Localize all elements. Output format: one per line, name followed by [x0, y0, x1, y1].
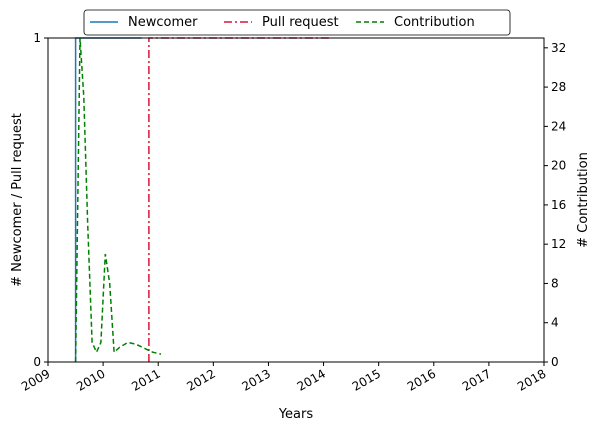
- x-tick-label: 2014: [295, 366, 328, 393]
- y-axis-left: 01: [33, 31, 48, 369]
- y-right-tick-label: 32: [551, 41, 566, 55]
- x-tick-label: 2016: [405, 366, 438, 393]
- plot-lines: [74, 37, 332, 363]
- x-tick-label: 2015: [350, 366, 383, 393]
- y-axis-right-label: # Contribution: [576, 152, 591, 248]
- plot-frame: [47, 37, 545, 363]
- x-tick-label: 2018: [515, 366, 548, 393]
- y-right-tick-label: 24: [551, 119, 566, 133]
- series-line-pull-request: [148, 37, 332, 362]
- legend-label-newcomer: Newcomer: [128, 15, 198, 30]
- y-left-tick-label: 1: [33, 31, 41, 45]
- legend: Newcomer Pull request Contribution: [83, 9, 511, 36]
- x-tick-label: 2011: [129, 366, 162, 393]
- y-axis-right: 0 4 8 12 16 20 24 28 32: [544, 41, 566, 369]
- x-axis-label: Years: [278, 407, 314, 422]
- y-axis-left-label: # Newcomer / Pull request: [10, 113, 25, 287]
- x-tick-label: 2013: [239, 366, 272, 393]
- x-axis: 2009 2010 2011 2012 2013 2014 2015 2016 2017 2018: [19, 362, 549, 394]
- x-tick-label: 2012: [184, 366, 217, 393]
- x-tick-label: 2010: [74, 366, 107, 393]
- y-right-tick-label: 4: [551, 316, 559, 330]
- y-right-tick-label: 16: [551, 198, 566, 212]
- y-right-tick-label: 0: [551, 355, 559, 369]
- legend-label-pull-request: Pull request: [262, 15, 339, 30]
- y-right-tick-label: 28: [551, 80, 566, 94]
- y-right-tick-label: 12: [551, 237, 566, 251]
- series-line-newcomer: [74, 37, 142, 362]
- legend-box: [83, 9, 511, 36]
- legend-label-contribution: Contribution: [394, 15, 475, 30]
- y-right-tick-label: 20: [551, 159, 566, 173]
- y-left-tick-label: 0: [33, 355, 41, 369]
- series-line-contribution: [74, 37, 162, 363]
- y-right-tick-label: 8: [551, 276, 559, 290]
- x-tick-label: 2017: [460, 366, 493, 393]
- x-tick-label: 2009: [19, 366, 52, 393]
